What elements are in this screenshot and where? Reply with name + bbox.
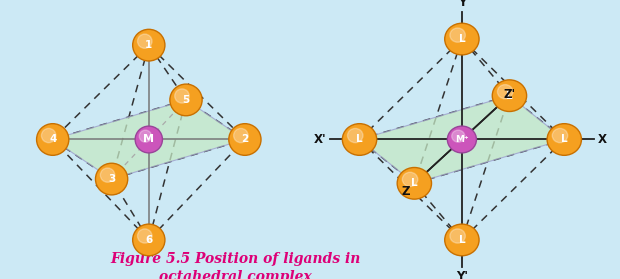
Circle shape: [37, 124, 69, 155]
Text: Z': Z': [503, 88, 516, 101]
Text: M: M: [143, 134, 154, 145]
Text: 6: 6: [145, 235, 153, 245]
Text: Z: Z: [402, 185, 410, 198]
Circle shape: [450, 229, 466, 243]
Text: X': X': [314, 133, 327, 146]
Circle shape: [452, 130, 465, 142]
Circle shape: [402, 172, 418, 186]
Circle shape: [448, 126, 476, 153]
Circle shape: [133, 224, 165, 256]
Text: L: L: [561, 134, 567, 145]
Circle shape: [445, 224, 479, 256]
Circle shape: [138, 229, 152, 243]
Text: L: L: [356, 134, 363, 145]
Text: L: L: [459, 235, 465, 245]
Circle shape: [342, 124, 377, 155]
Text: Y: Y: [458, 0, 466, 9]
Circle shape: [135, 126, 162, 153]
Text: Y': Y': [456, 270, 468, 279]
Circle shape: [547, 124, 582, 155]
Circle shape: [42, 128, 56, 143]
Circle shape: [552, 128, 568, 143]
Text: M⁺: M⁺: [455, 135, 469, 144]
Text: 5: 5: [182, 95, 190, 105]
Circle shape: [497, 85, 513, 99]
Circle shape: [133, 29, 165, 61]
Text: 4: 4: [49, 134, 56, 145]
Text: 3: 3: [108, 174, 115, 184]
Polygon shape: [360, 96, 564, 183]
Circle shape: [492, 80, 526, 112]
Circle shape: [95, 163, 128, 195]
Polygon shape: [53, 100, 245, 179]
Circle shape: [100, 168, 115, 182]
Circle shape: [229, 124, 261, 155]
Circle shape: [445, 23, 479, 55]
Circle shape: [175, 89, 189, 103]
Circle shape: [348, 128, 363, 143]
Text: octahedral complex: octahedral complex: [159, 270, 312, 279]
Text: 2: 2: [241, 134, 249, 145]
Text: L: L: [506, 91, 513, 101]
Circle shape: [170, 84, 202, 116]
Circle shape: [397, 167, 432, 199]
Circle shape: [234, 128, 248, 143]
Text: L: L: [459, 34, 465, 44]
Text: L: L: [411, 178, 418, 188]
Text: Figure 5.5 Position of ligands in: Figure 5.5 Position of ligands in: [110, 252, 361, 266]
Text: X: X: [597, 133, 606, 146]
Circle shape: [450, 28, 466, 42]
Circle shape: [140, 130, 151, 142]
Circle shape: [138, 34, 152, 48]
Text: 1: 1: [145, 40, 153, 50]
